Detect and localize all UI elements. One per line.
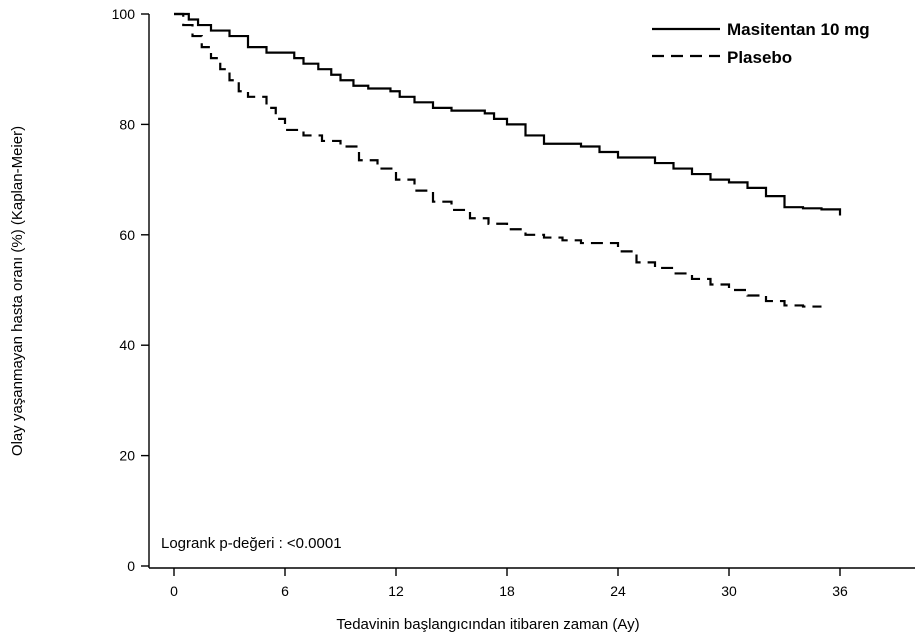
x-tick-label-36: 36 <box>832 583 848 599</box>
x-tick-label-30: 30 <box>721 583 737 599</box>
y-ticks: 0 20 40 60 80 100 <box>112 6 149 574</box>
legend-label-masitentan: Masitentan 10 mg <box>727 20 870 39</box>
series-layer <box>174 12 842 308</box>
x-tick-label-6: 6 <box>281 583 289 599</box>
legend: Masitentan 10 mg Plasebo <box>652 20 870 67</box>
logrank-annotation: Logrank p-değeri : <0.0001 <box>161 535 342 552</box>
y-tick-label-0: 0 <box>127 558 135 574</box>
x-ticks: 0 6 12 18 24 30 36 <box>170 568 848 599</box>
x-tick-label-18: 18 <box>499 583 515 599</box>
legend-label-plasebo: Plasebo <box>727 48 792 67</box>
y-tick-label-100: 100 <box>112 6 136 22</box>
x-axis-title: Tedavinin başlangıcından itibaren zaman … <box>336 616 639 633</box>
series-line-plasebo <box>174 12 822 308</box>
x-tick-label-12: 12 <box>388 583 404 599</box>
y-axis-title: Olay yaşanmayan hasta oranı (%) (Kaplan-… <box>9 126 26 456</box>
y-tick-label-20: 20 <box>119 448 135 464</box>
x-tick-label-24: 24 <box>610 583 626 599</box>
y-tick-label-40: 40 <box>119 337 135 353</box>
y-tick-label-80: 80 <box>119 116 135 132</box>
series-line-masitentan <box>174 12 842 216</box>
y-tick-label-60: 60 <box>119 227 135 243</box>
x-tick-label-0: 0 <box>170 583 178 599</box>
